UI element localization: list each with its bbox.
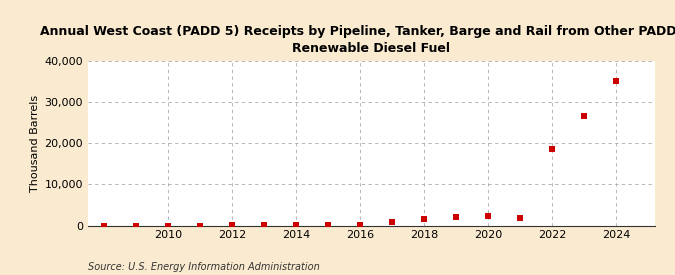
- Point: [451, 215, 462, 219]
- Point: [227, 223, 238, 228]
- Title: Annual West Coast (PADD 5) Receipts by Pipeline, Tanker, Barge and Rail from Oth: Annual West Coast (PADD 5) Receipts by P…: [40, 25, 675, 55]
- Point: [483, 214, 493, 219]
- Point: [99, 223, 109, 228]
- Y-axis label: Thousand Barrels: Thousand Barrels: [30, 94, 40, 192]
- Point: [163, 223, 173, 228]
- Point: [194, 223, 205, 228]
- Point: [323, 223, 333, 228]
- Point: [418, 217, 429, 221]
- Point: [130, 223, 141, 228]
- Point: [259, 223, 269, 228]
- Point: [547, 147, 558, 151]
- Point: [290, 223, 301, 228]
- Point: [611, 79, 622, 83]
- Point: [515, 216, 526, 221]
- Point: [387, 220, 398, 224]
- Point: [579, 114, 590, 118]
- Text: Source: U.S. Energy Information Administration: Source: U.S. Energy Information Administ…: [88, 262, 319, 272]
- Point: [354, 223, 365, 228]
